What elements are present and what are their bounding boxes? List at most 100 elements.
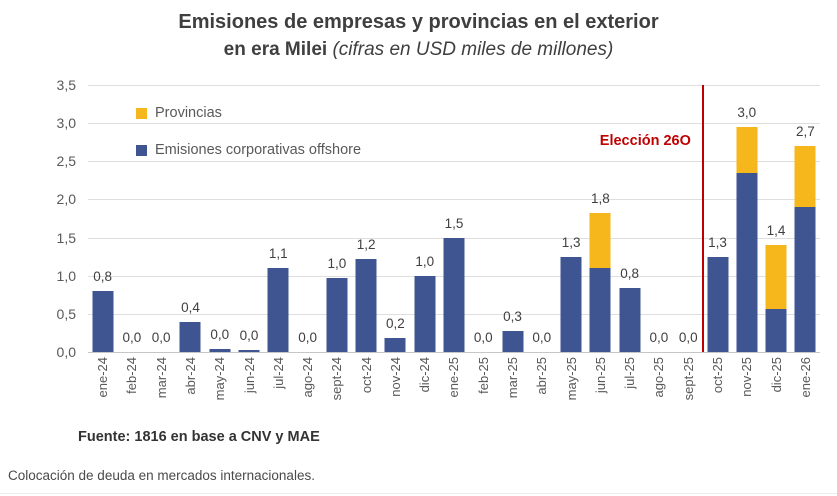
bar-column-jul-24: 1,1 (264, 85, 293, 352)
bar-segment-emisiones (238, 350, 260, 352)
value-label: 1,4 (766, 223, 786, 239)
value-label: 0,0 (649, 330, 669, 345)
y-axis-tick-label: 3,0 (56, 115, 76, 132)
bar-segment-emisiones (443, 237, 465, 352)
bar-column-ene-26: 2,7 (791, 85, 820, 352)
x-axis-tick-label: may-24 (212, 357, 228, 401)
x-axis-tick-label: mar-24 (153, 357, 169, 399)
y-axis-tick-label: 2,0 (56, 191, 76, 208)
x-axis-tick: ago-25 (644, 357, 673, 425)
bar-column-jul-25: 0,8 (615, 85, 644, 352)
x-axis-tick-label: abr-25 (534, 357, 550, 395)
x-axis-tick-label: feb-25 (475, 357, 491, 394)
corporativas-swatch-icon (136, 144, 147, 156)
value-label: 0,0 (151, 330, 171, 345)
x-axis-tick-label: oct-24 (358, 357, 374, 394)
bar-column-may-25: 1,3 (556, 85, 585, 352)
stacked-bar (209, 348, 231, 352)
x-axis-tick-label: nov-25 (739, 357, 755, 397)
bar-segment-provincias (589, 213, 611, 269)
stacked-bar (707, 256, 728, 352)
chart-title-line2-bold: en era Milei (223, 39, 328, 60)
bar-column-dic-25: 1,4 (761, 85, 790, 352)
bar-column-ago-24: 0,0 (293, 85, 322, 352)
x-axis-tick: mar-24 (147, 357, 176, 425)
x-axis-tick-label: abr-24 (182, 357, 198, 395)
stacked-bar (414, 275, 436, 352)
x-axis-tick: ene-24 (88, 357, 117, 425)
value-label: 0,0 (532, 330, 552, 345)
source-note: Fuente: 1816 en base a CNV y MAE (78, 429, 320, 445)
x-axis-tick: jun-25 (586, 357, 615, 425)
stacked-bar (619, 287, 641, 352)
x-axis-tick: ene-26 (791, 357, 820, 425)
value-label: 1,1 (268, 246, 288, 262)
x-axis-tick-label: sept-25 (680, 357, 696, 401)
x-axis-tick: ago-24 (293, 357, 322, 425)
chart-subtitle-italic: (cifras en USD miles de millones) (332, 39, 614, 60)
election-annotation-label: Elección 26O (599, 133, 691, 149)
value-label: 0,0 (239, 328, 259, 344)
value-label: 1,0 (327, 256, 347, 272)
x-axis-tick-label: nov-24 (387, 357, 403, 397)
value-label: 0,0 (210, 326, 230, 342)
x-axis-tick: jul-25 (615, 357, 644, 425)
bar-segment-emisiones (619, 287, 641, 352)
provincias-swatch-icon (136, 107, 147, 119)
stacked-bar (179, 321, 201, 352)
x-axis-tick-label: oct-25 (710, 357, 725, 394)
bar-column-abr-25: 0,0 (527, 85, 556, 352)
x-axis-tick-label: ago-25 (651, 357, 667, 398)
x-axis-tick-label: ago-24 (300, 357, 316, 398)
gridline (88, 123, 820, 125)
x-axis-tick-label: jul-24 (270, 357, 286, 389)
bar-segment-emisiones (267, 268, 289, 352)
stacked-bar (765, 245, 787, 352)
gridline (88, 199, 820, 201)
bar-segment-emisiones (707, 256, 728, 352)
stacked-bar (238, 350, 260, 352)
legend-item-corporativas: Emisiones corporativas offshore (136, 142, 361, 158)
x-axis-tick-label: ene-24 (95, 357, 111, 398)
stacked-bar (589, 213, 611, 352)
x-axis-tick: jul-24 (264, 357, 293, 425)
bar-segment-emisiones (384, 338, 406, 352)
stacked-bar (92, 290, 114, 352)
value-label: 2,7 (795, 124, 815, 140)
stacked-bar (794, 146, 816, 352)
x-axis-tick-label: feb-24 (124, 357, 140, 394)
value-label: 0,8 (620, 265, 640, 281)
bar-segment-emisiones (765, 308, 787, 352)
x-axis-tick: sept-24 (322, 357, 351, 425)
x-axis-tick-label: jul-25 (622, 357, 638, 389)
chart-title-line2: en era Milei (cifras en USD miles de mil… (0, 36, 837, 64)
legend-label: Emisiones corporativas offshore (155, 142, 362, 158)
x-axis-tick-label: sept-24 (329, 357, 345, 401)
x-axis-tick: oct-24 (352, 357, 381, 425)
chart-title-line1: Emisiones de empresas y provincias en el… (178, 11, 659, 33)
stacked-bar (326, 278, 348, 352)
x-axis-tick: dic-25 (761, 357, 790, 425)
x-axis-tick: dic-24 (410, 357, 439, 425)
bar-segment-provincias (765, 245, 787, 309)
bar-column-oct-25: 1,3 (703, 85, 732, 352)
value-label: 0,8 (93, 268, 113, 284)
value-label: 0,0 (298, 330, 317, 345)
x-axis-tick-label: may-25 (563, 357, 579, 401)
x-axis-tick-label: dic-25 (768, 357, 784, 393)
y-axis-tick-label: 0,5 (56, 305, 76, 322)
bar-column-mar-24: 0,0 (147, 85, 176, 352)
bar-column-ene-24: 0,8 (88, 85, 117, 352)
stacked-bar (560, 256, 582, 352)
bar-segment-emisiones (209, 348, 231, 352)
value-label: 0,0 (122, 330, 142, 345)
x-axis-tick-label: jun-24 (241, 357, 257, 394)
stacked-bar (267, 268, 289, 352)
x-axis-tick: abr-25 (527, 357, 556, 425)
bar-segment-emisiones (736, 172, 758, 352)
x-axis-tick: oct-25 (703, 357, 732, 425)
stacked-bar (443, 237, 465, 352)
x-axis-tick-label: mar-25 (505, 357, 521, 399)
value-label: 1,3 (708, 234, 727, 250)
